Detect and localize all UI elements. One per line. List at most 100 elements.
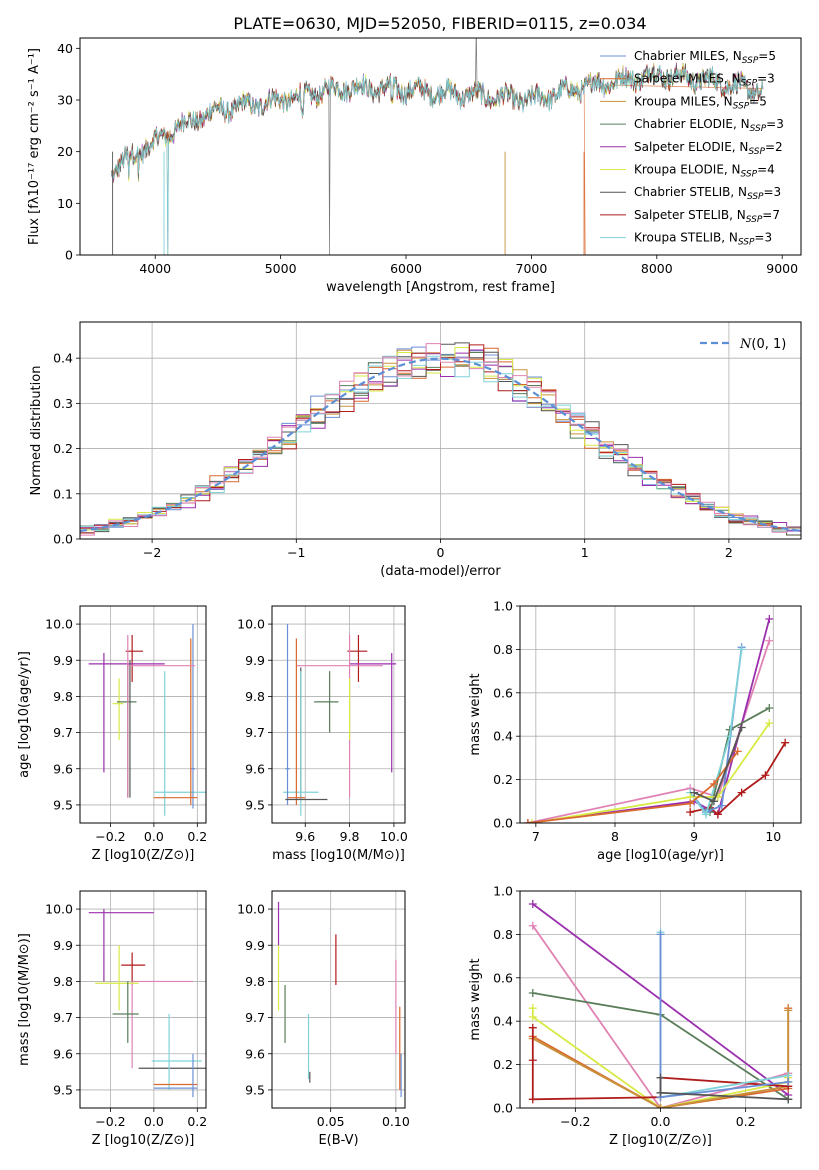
y-tick-label: 9.9 [245, 653, 265, 668]
x-tick-label: 8 [611, 829, 619, 844]
series-point [528, 1004, 537, 1013]
y-tick-label: 30 [57, 93, 73, 108]
y-tick-label: 0.3 [53, 396, 73, 411]
panel-weight_vs_Z: −0.2 0.0 0.2 0.0 0.2 0.4 0.6 0.8 1.0 Z [log10(Z/Z… [468, 884, 802, 1148]
y-axis-label: Normed distribution [29, 366, 44, 496]
series-point [784, 1095, 793, 1104]
legend-entry: Kroupa STELIB, NSSP=3 [634, 231, 772, 248]
series-point [656, 930, 665, 939]
x-tick-label: 0.2 [187, 829, 207, 844]
y-axis-label: mass weight [468, 673, 483, 755]
panel-age_vs_mass: 9.6 9.8 10.0 9.5 9.6 9.7 9.8 9.9 10.0 mass [log10… [237, 605, 408, 863]
series-point [765, 615, 774, 624]
axes-frame [79, 890, 207, 1109]
series-point [717, 801, 726, 810]
plot-area-residuals [80, 342, 801, 536]
y-tick-label: 10.0 [237, 902, 265, 917]
series-point [737, 788, 746, 797]
y-axis-label: mass [log10(M/M⊙)] [17, 933, 32, 1066]
x-tick-label: 9 [690, 829, 698, 844]
series-point [737, 645, 746, 654]
y-tick-label: 9.8 [245, 689, 265, 704]
x-tick-label: −2 [143, 545, 161, 560]
y-tick-label: 0.4 [493, 729, 513, 744]
y-tick-label: 0.1 [53, 486, 73, 501]
x-tick-label: 0.0 [651, 1114, 671, 1129]
legend-entry: Kroupa ELODIE, NSSP=4 [634, 163, 775, 180]
x-tick-label: 0 [437, 545, 445, 560]
plot-area-weight_vs_age [523, 615, 790, 823]
y-tick-label: 0.6 [493, 970, 513, 985]
series-point [528, 900, 537, 909]
histogram-salpeter_stelib [80, 344, 801, 534]
legend: Chabrier MILES, NSSP=5 Salpeter MILES, NS… [600, 49, 784, 248]
x-tick-label: 10 [765, 829, 781, 844]
axes-frame [79, 37, 802, 256]
y-tick-label: 9.5 [53, 797, 73, 812]
legend-entry: N(0, 1) [739, 337, 786, 352]
y-tick-label: 9.7 [53, 725, 73, 740]
x-tick-label: 0.0 [144, 1114, 164, 1129]
legend-entry: Salpeter MILES, NSSP=3 [634, 72, 775, 89]
series-line-kroupa_miles [532, 1010, 790, 1108]
series-point [528, 1056, 537, 1065]
series-point [656, 1073, 665, 1082]
series-point [709, 797, 718, 806]
x-axis-label: Z [log10(Z/Z⊙)] [92, 848, 195, 863]
plot-area-mass_vs_ebv [277, 901, 402, 1098]
x-tick-label: 7 [532, 829, 540, 844]
x-tick-label: 8000 [641, 261, 673, 276]
x-tick-label: 6000 [390, 261, 422, 276]
plot-area-age_vs_Z [88, 624, 206, 816]
normal-curve [80, 357, 801, 533]
series-point [686, 808, 695, 817]
x-tick-label: 0.05 [317, 1114, 345, 1129]
x-tick-label: 2 [725, 545, 733, 560]
plot-area-age_vs_mass [283, 624, 397, 816]
y-tick-label: 0.2 [493, 772, 513, 787]
series-point [781, 738, 790, 747]
axes-frame [79, 321, 802, 540]
axes-frame [519, 605, 802, 824]
y-tick-label: 0.2 [53, 441, 73, 456]
series-point [713, 810, 722, 819]
series-point [528, 1095, 537, 1104]
y-tick-label: 9.5 [53, 1082, 73, 1097]
x-axis-label: (data-model)/error [380, 564, 501, 579]
y-tick-label: 0.4 [53, 351, 73, 366]
plot-area-mass_vs_Z [88, 909, 206, 1098]
series-point [784, 1006, 793, 1015]
histogram-pink [80, 343, 801, 536]
series-point [733, 747, 742, 756]
series-point [737, 723, 746, 732]
x-tick-label: 0.2 [736, 1114, 756, 1129]
legend-entry: Chabrier MILES, NSSP=5 [634, 49, 776, 66]
series-point [761, 771, 770, 780]
panel-residuals: −2 −1 0 1 2 0.0 0.1 0.2 0.3 0.4 (data-model)/error… [29, 321, 802, 579]
y-tick-label: 0.0 [493, 1101, 513, 1116]
series-point [765, 636, 774, 645]
y-tick-label: 9.6 [53, 761, 73, 776]
y-tick-label: 0.6 [493, 685, 513, 700]
y-axis-label: age [log10(age/yr)] [17, 651, 32, 778]
figure-title: PLATE=0630, MJD=52050, FIBERID=0115, z=0… [233, 14, 646, 33]
legend-entry: Kroupa MILES, NSSP=5 [634, 94, 767, 111]
y-tick-label: 9.8 [53, 689, 73, 704]
series-point [528, 1012, 537, 1021]
series-point [528, 988, 537, 997]
plot-area-weight_vs_Z [528, 900, 793, 1108]
y-tick-label: 9.9 [53, 653, 73, 668]
x-tick-label: 7000 [516, 261, 548, 276]
y-tick-label: 9.8 [53, 974, 73, 989]
y-tick-label: 0.0 [53, 532, 73, 547]
y-tick-label: 0.4 [493, 1014, 513, 1029]
legend-entry: Salpeter ELODIE, NSSP=2 [634, 140, 783, 157]
y-tick-label: 9.9 [245, 938, 265, 953]
y-tick-label: 9.7 [245, 1010, 265, 1025]
legend-entry: Chabrier ELODIE, NSSP=3 [634, 117, 784, 134]
y-tick-label: 9.5 [245, 797, 265, 812]
series-point [656, 1088, 665, 1097]
legend-entry: Chabrier STELIB, NSSP=3 [634, 185, 781, 202]
y-tick-label: 10 [57, 196, 73, 211]
series-line-chabrier_stelib [693, 727, 743, 803]
